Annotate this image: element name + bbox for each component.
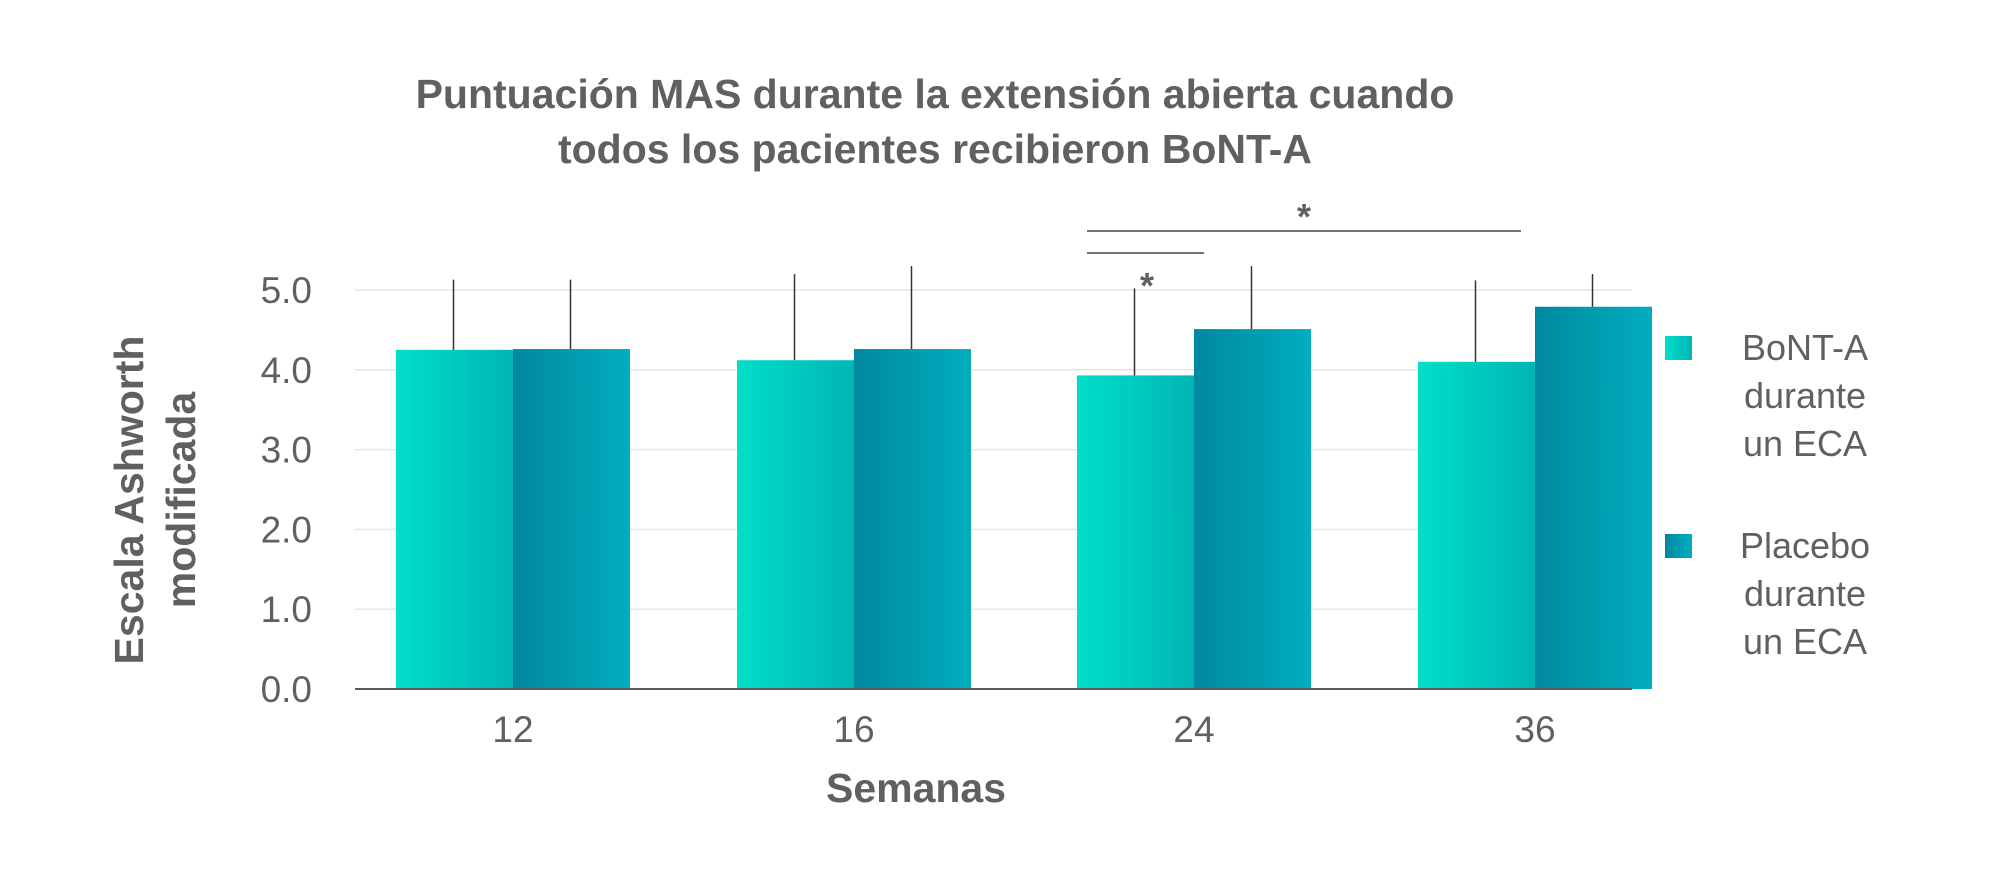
significance-annotations: * * bbox=[1087, 196, 1521, 306]
bar-placebo-24 bbox=[1194, 329, 1311, 689]
y-axis-title-line-1: Escala Ashworth bbox=[106, 336, 152, 665]
legend-swatch-placebo bbox=[1665, 534, 1692, 558]
y-tick-label-1: 1.0 bbox=[261, 589, 312, 630]
bar-placebo-12 bbox=[513, 349, 630, 689]
x-axis-ticks: 12 16 24 36 bbox=[492, 709, 1555, 750]
bar-placebo-36 bbox=[1535, 306, 1652, 689]
significance-star-short: * bbox=[1140, 265, 1154, 306]
legend-label-bont-a-line-3: un ECA bbox=[1743, 423, 1867, 464]
legend-item-placebo: Placebo durante un ECA bbox=[1665, 525, 1870, 662]
legend-swatch-bont-a bbox=[1665, 336, 1692, 360]
legend-label-bont-a-line-2: durante bbox=[1744, 375, 1866, 416]
bar-bont-a-16 bbox=[737, 360, 854, 689]
chart-title-line-1: Puntuación MAS durante la extensión abie… bbox=[416, 71, 1455, 117]
y-axis-title-line-2: modificada bbox=[158, 391, 204, 609]
bar-placebo-16 bbox=[854, 349, 971, 689]
y-tick-label-0: 0.0 bbox=[261, 669, 312, 710]
x-tick-label-16: 16 bbox=[833, 709, 874, 750]
y-axis-title: Escala Ashworth modificada bbox=[106, 336, 204, 665]
y-tick-label-4: 4.0 bbox=[261, 350, 312, 391]
error-bars bbox=[452, 266, 1594, 376]
significance-star-long: * bbox=[1297, 196, 1311, 237]
x-tick-label-36: 36 bbox=[1514, 709, 1555, 750]
y-tick-label-5: 5.0 bbox=[261, 270, 312, 311]
chart-title-line-2: todos los pacientes recibieron BoNT-A bbox=[558, 126, 1312, 172]
legend-label-placebo-line-3: un ECA bbox=[1743, 621, 1867, 662]
legend-item-bont-a: BoNT-A durante un ECA bbox=[1665, 327, 1868, 464]
legend-label-placebo-line-2: durante bbox=[1744, 573, 1866, 614]
x-tick-label-24: 24 bbox=[1173, 709, 1214, 750]
bar-bont-a-24 bbox=[1077, 375, 1194, 689]
legend: BoNT-A durante un ECA Placebo durante un… bbox=[1665, 327, 1870, 662]
y-tick-label-2: 2.0 bbox=[261, 509, 312, 550]
y-axis-ticks: 0.0 1.0 2.0 3.0 4.0 5.0 bbox=[261, 270, 312, 710]
x-tick-label-12: 12 bbox=[492, 709, 533, 750]
bar-bont-a-12 bbox=[396, 349, 513, 689]
bar-bont-a-36 bbox=[1418, 361, 1535, 689]
legend-label-placebo-line-1: Placebo bbox=[1740, 525, 1870, 566]
legend-label-bont-a-line-1: BoNT-A bbox=[1742, 327, 1868, 368]
x-axis-title: Semanas bbox=[826, 765, 1006, 811]
bars bbox=[396, 306, 1652, 689]
y-tick-label-3: 3.0 bbox=[261, 430, 312, 471]
